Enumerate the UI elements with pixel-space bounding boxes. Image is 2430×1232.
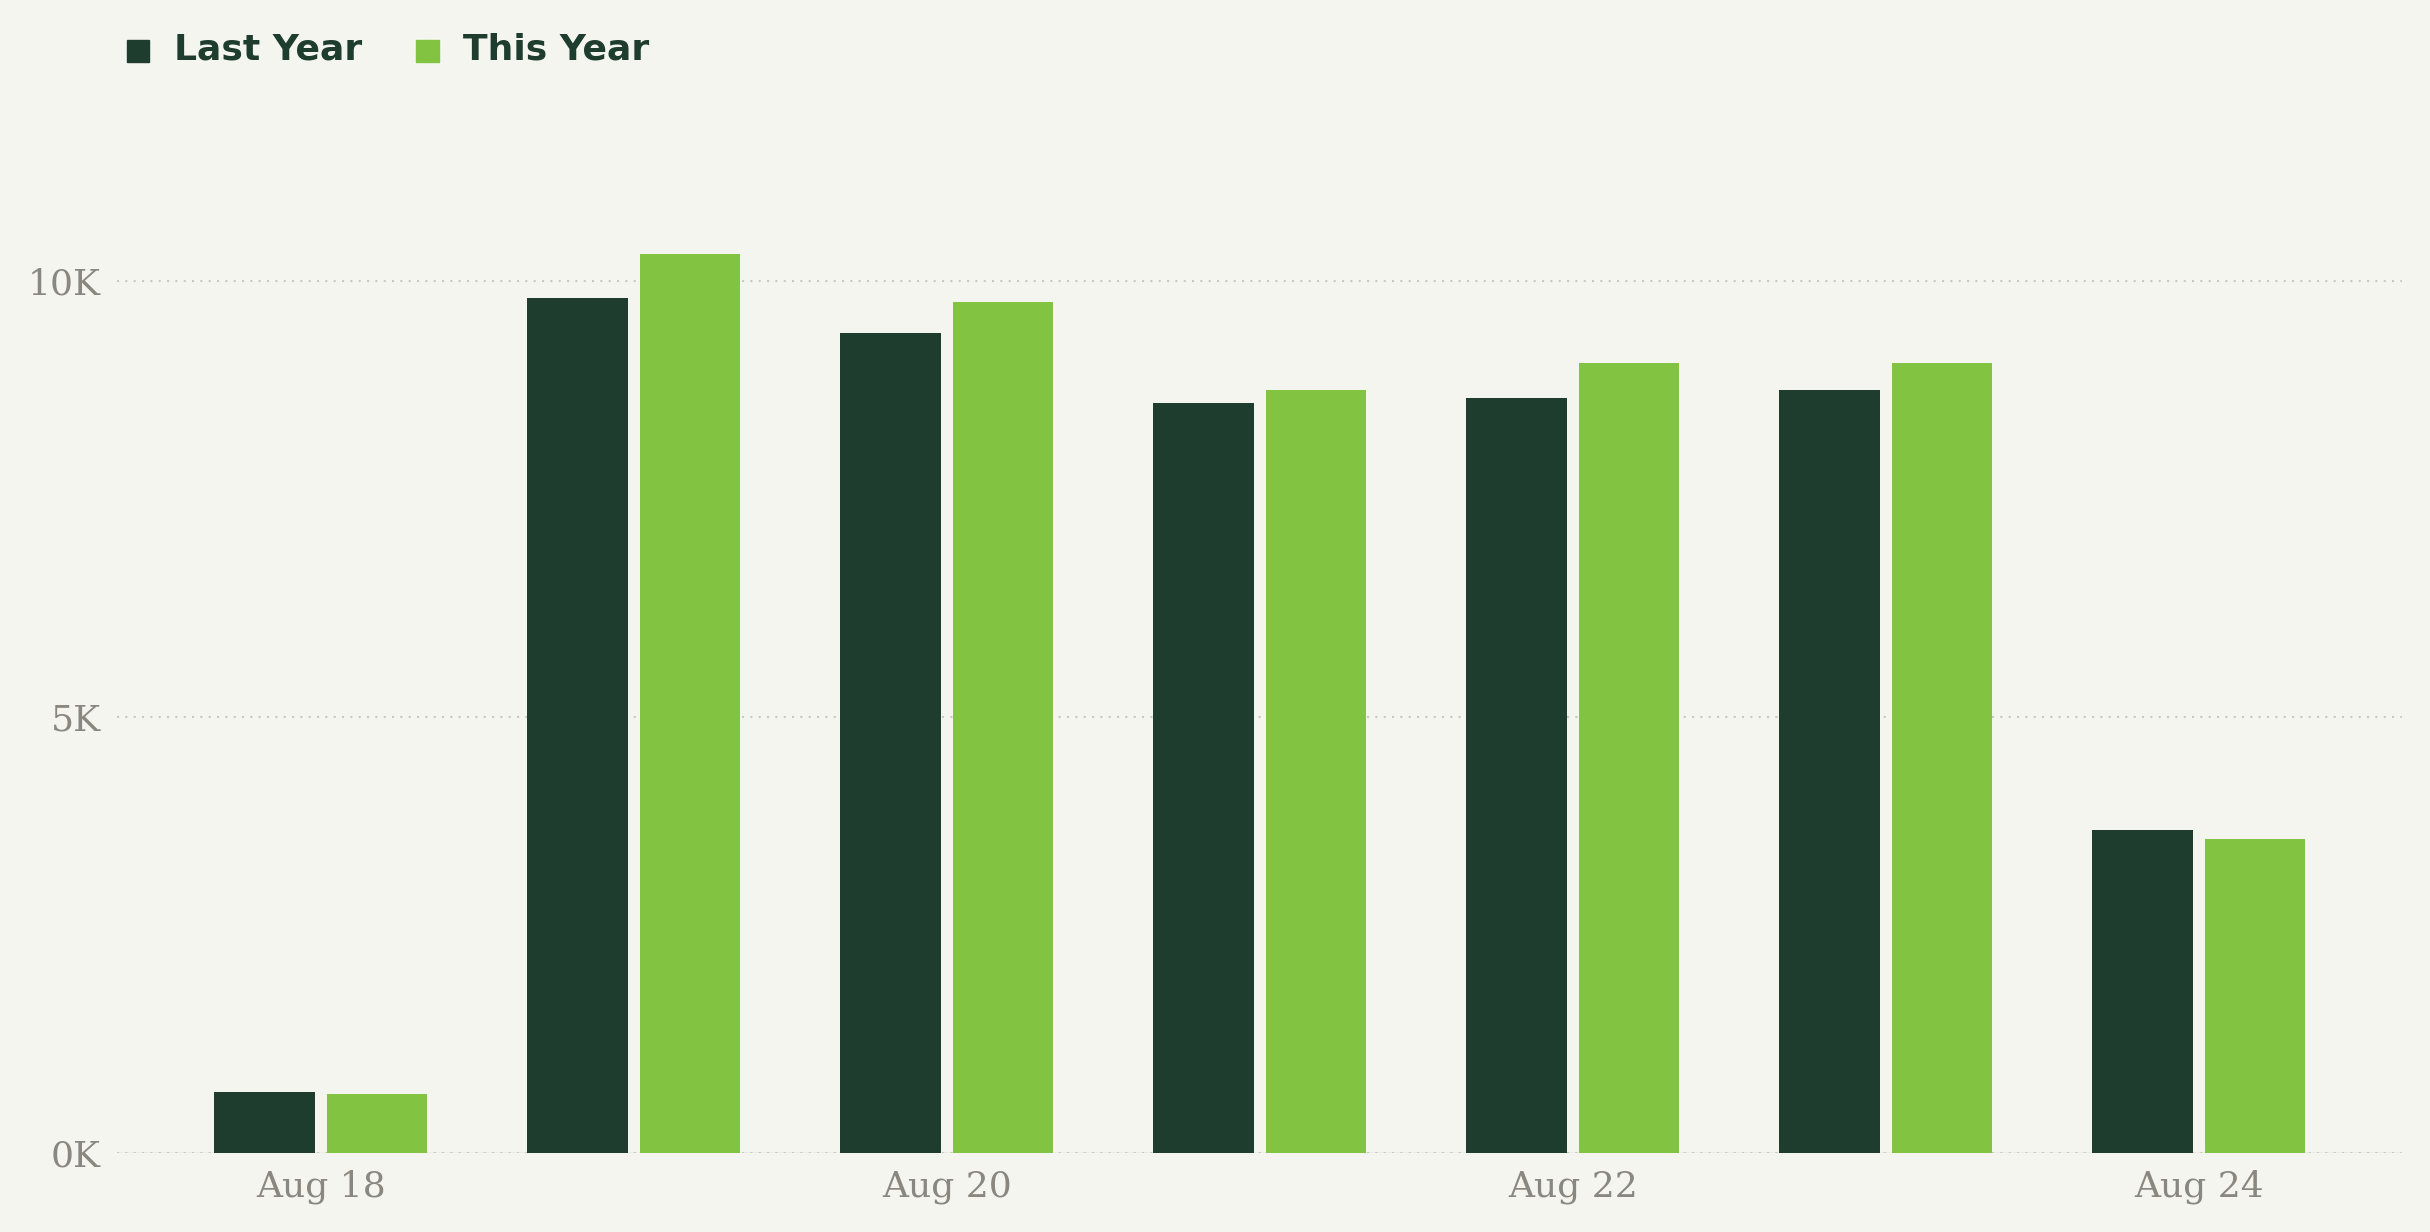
Bar bbox=[2204, 839, 2306, 1153]
Bar bbox=[527, 298, 627, 1153]
Bar bbox=[1154, 403, 1254, 1153]
Bar bbox=[841, 333, 940, 1153]
Bar bbox=[328, 1094, 428, 1153]
Bar bbox=[1893, 363, 1993, 1153]
Legend: Last Year, This Year: Last Year, This Year bbox=[112, 18, 663, 81]
Bar bbox=[1465, 398, 1567, 1153]
Bar bbox=[2092, 830, 2192, 1153]
Bar bbox=[1779, 389, 1878, 1153]
Bar bbox=[1266, 389, 1366, 1153]
Bar bbox=[639, 255, 741, 1153]
Bar bbox=[953, 302, 1052, 1153]
Bar bbox=[1580, 363, 1679, 1153]
Bar bbox=[214, 1092, 313, 1153]
